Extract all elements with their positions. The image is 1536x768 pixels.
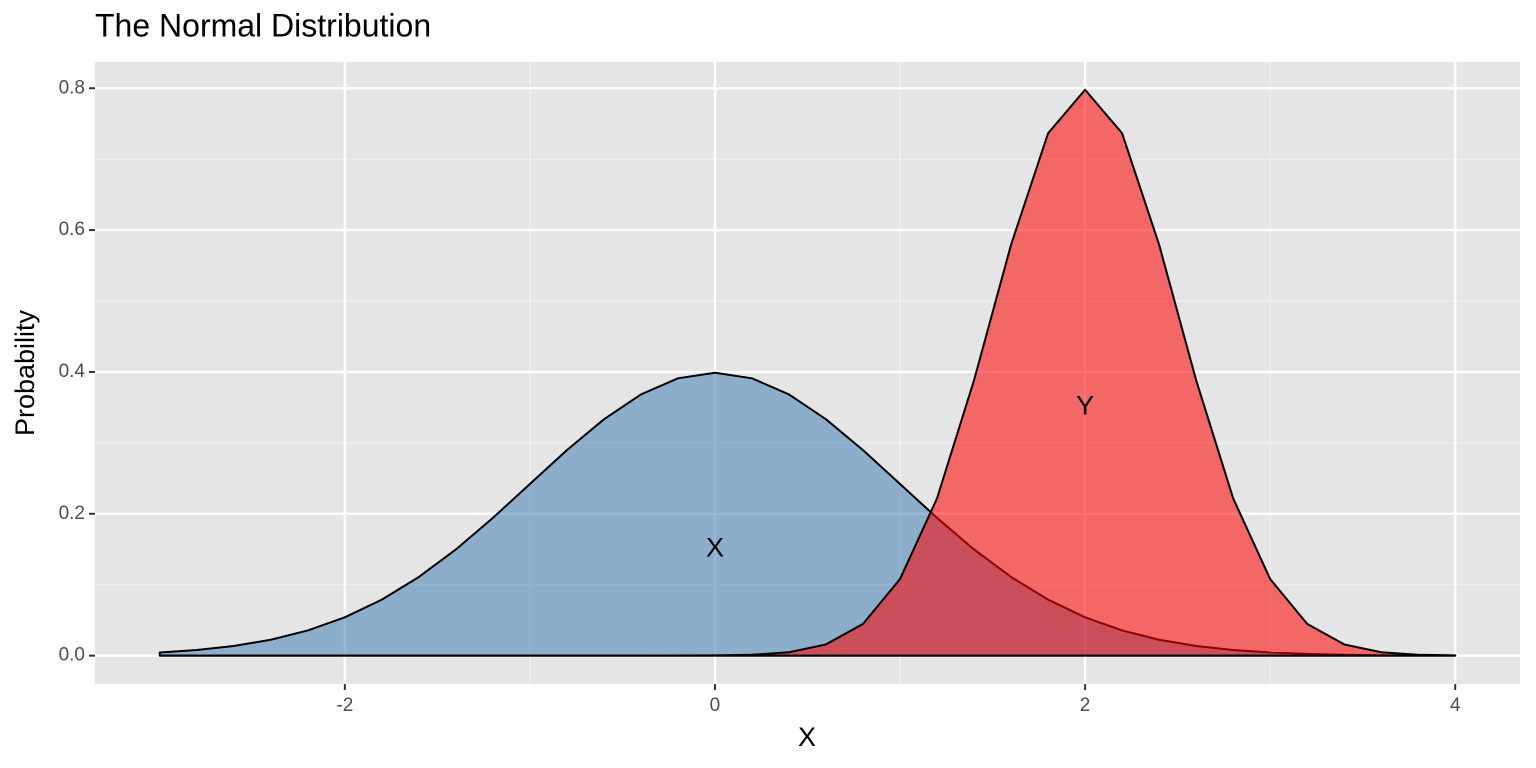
x-tick-label: 4 <box>1450 695 1461 716</box>
x-tick-label: -2 <box>336 695 353 716</box>
marks: XY <box>158 88 1457 657</box>
annotation: Y <box>1076 391 1094 421</box>
density-area <box>158 88 1457 657</box>
chart-title: The Normal Distribution <box>95 7 431 43</box>
x-tick-label: 2 <box>1080 695 1091 716</box>
y-tick-label: 0.6 <box>59 219 85 240</box>
x-tick-label: 0 <box>710 695 721 716</box>
x-axis-label: X <box>798 722 816 752</box>
y-tick-label: 0.2 <box>59 503 85 524</box>
y-tick-label: 0.0 <box>59 645 85 666</box>
y-tick-label: 0.4 <box>59 361 86 382</box>
y-tick-label: 0.8 <box>59 77 85 98</box>
annotation: X <box>706 532 724 562</box>
y-axis-label: Probability <box>10 309 40 436</box>
